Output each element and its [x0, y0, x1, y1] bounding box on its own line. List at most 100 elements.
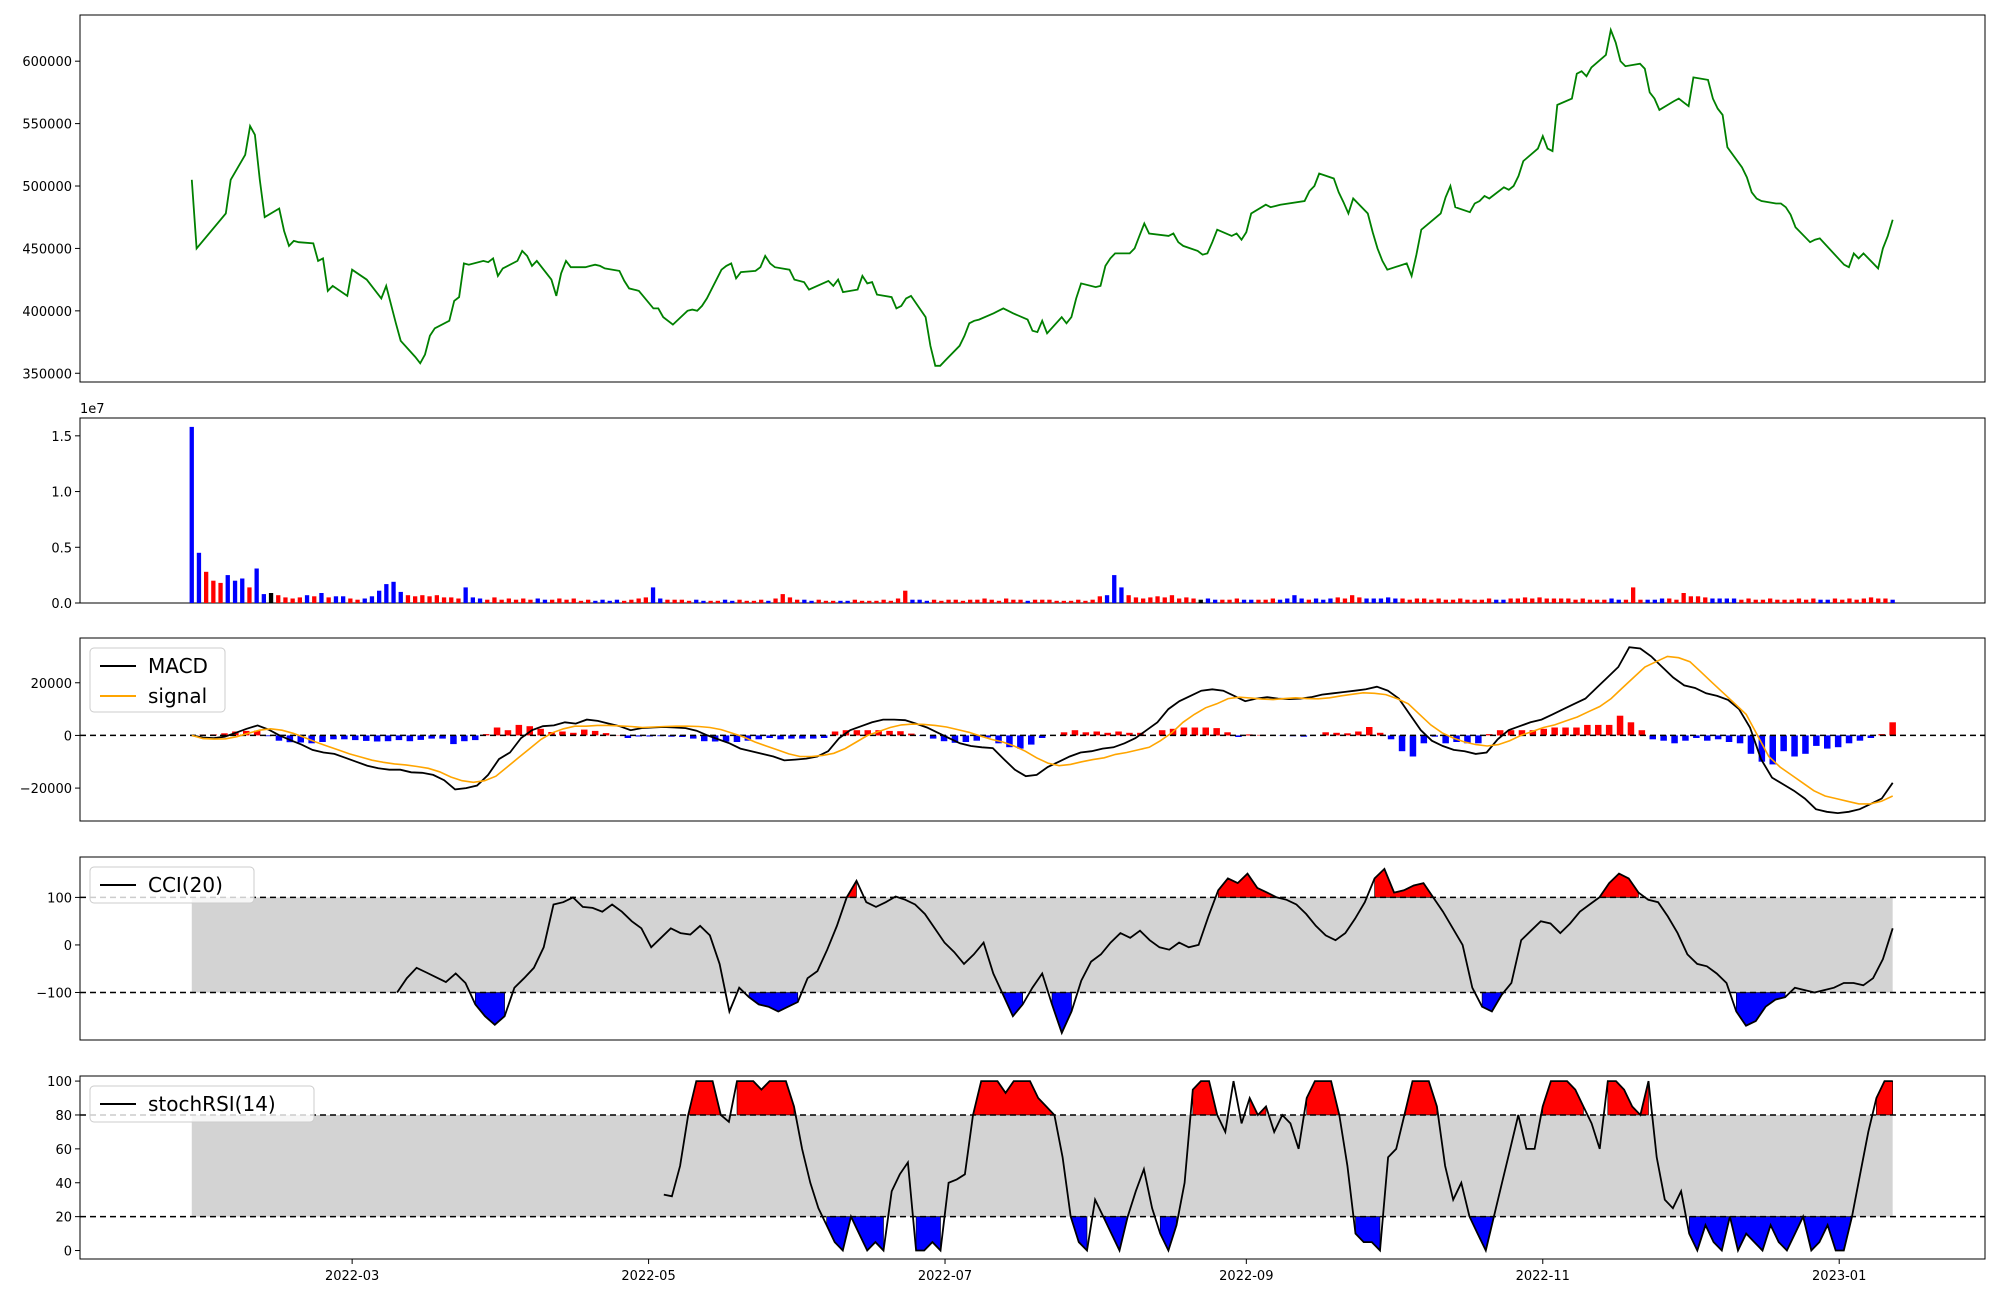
volume-bar	[809, 600, 814, 603]
macd-histogram-bar	[1780, 735, 1787, 752]
volume-bar	[1587, 599, 1593, 603]
macd-histogram-bar	[1649, 735, 1656, 740]
macd-histogram-bar	[1191, 727, 1199, 736]
volume-bar	[1220, 599, 1225, 603]
volume-bar	[1270, 598, 1275, 603]
volume-bar	[1652, 599, 1657, 603]
volume-bar	[1191, 598, 1196, 603]
macd-histogram-bar	[1017, 735, 1024, 749]
volume-bar	[1739, 599, 1744, 603]
volume-bar	[405, 595, 411, 603]
macd-histogram-bar	[341, 735, 348, 740]
volume-bar	[881, 599, 886, 603]
cci-plot-area	[80, 867, 1985, 1036]
volume-bar	[1645, 599, 1650, 603]
macd-histogram-bar	[1420, 735, 1428, 744]
macd-histogram-bar	[1038, 735, 1046, 738]
volume-offset-label: 1e7	[80, 402, 105, 417]
legend-label: MACD	[148, 654, 208, 678]
volume-bar	[1479, 599, 1484, 603]
volume-bar	[333, 596, 339, 603]
volume-bar	[297, 597, 302, 603]
macd-legend: MACD signal	[89, 647, 226, 713]
volume-bar	[1422, 598, 1427, 603]
volume-bar	[1580, 598, 1585, 603]
price-y-tick-label: 450000	[22, 242, 72, 257]
volume-bar	[1054, 600, 1059, 603]
volume-bar	[449, 597, 454, 603]
volume-bar	[348, 598, 353, 603]
macd-histogram-bar	[1224, 732, 1231, 736]
price-panel-frame	[79, 14, 1986, 383]
cci-series-line	[396, 867, 1894, 1036]
volume-bar	[1090, 599, 1095, 603]
volume-bar	[737, 599, 742, 603]
volume-bar	[694, 599, 699, 603]
stochrsi-y-tick-label: 0	[64, 1245, 72, 1260]
volume-bar	[1364, 598, 1369, 603]
volume-bar	[1328, 598, 1333, 603]
cci-y-tick-label: 0	[64, 939, 72, 954]
volume-bar	[1616, 599, 1621, 603]
volume-bar	[766, 600, 771, 603]
volume-bar	[1256, 599, 1261, 603]
volume-bar	[1883, 598, 1888, 603]
volume-bar	[1004, 598, 1009, 603]
volume-bar	[1746, 598, 1751, 603]
volume-bar	[622, 600, 627, 603]
volume-bar	[1400, 598, 1405, 603]
macd-histogram-bar	[1082, 732, 1090, 736]
volume-bar	[1760, 599, 1766, 603]
volume-bar	[1832, 598, 1838, 603]
legend-box	[89, 1085, 315, 1123]
macd-histogram-bar	[1671, 735, 1678, 744]
volume-bar	[845, 600, 850, 603]
volume-bar	[1177, 598, 1182, 603]
volume-bar	[823, 600, 829, 603]
macd-histogram-bar	[559, 731, 566, 736]
macd-histogram-bar	[820, 735, 828, 738]
macd-histogram-bar	[635, 735, 642, 737]
macd-histogram-bar	[352, 735, 359, 741]
volume-bar	[578, 600, 584, 603]
volume-bar	[1450, 599, 1456, 603]
macd-y-tick-label: 0	[64, 729, 72, 744]
cci-y-tick-label: −100	[36, 986, 72, 1001]
volume-bar	[1148, 597, 1153, 603]
volume-bar	[1068, 600, 1074, 603]
macd-histogram-bar	[646, 735, 653, 737]
macd-histogram-bar	[1006, 735, 1013, 748]
volume-bar	[1465, 599, 1470, 603]
volume-bar	[708, 600, 713, 603]
macd-histogram-bar	[1486, 734, 1493, 736]
volume-panel-frame	[79, 417, 1986, 604]
volume-bar	[787, 597, 793, 603]
volume-bar	[1198, 599, 1203, 603]
volume-bar	[1494, 599, 1499, 603]
macd-histogram-bar	[690, 735, 697, 739]
volume-bar	[1227, 599, 1232, 603]
volume-bar	[1184, 597, 1189, 603]
macd-y-tick-label: 20000	[31, 677, 72, 692]
volume-bar	[1486, 598, 1492, 603]
volume-bar	[413, 596, 418, 603]
macd-histogram-bar	[1235, 735, 1242, 737]
volume-bar	[1818, 599, 1823, 603]
volume-bar	[1357, 597, 1362, 603]
macd-histogram-bar	[439, 735, 446, 739]
macd-histogram-bar	[995, 735, 1002, 744]
volume-bar	[571, 598, 576, 603]
volume-bar	[542, 599, 548, 603]
x-axis-tick-label: 2022-09	[1219, 1269, 1273, 1284]
volume-bar	[1768, 598, 1773, 603]
macd-histogram-bar	[1660, 735, 1667, 741]
volume-bar	[636, 598, 641, 603]
volume-bar	[1566, 598, 1571, 603]
volume-bar	[874, 600, 879, 603]
volume-bar	[665, 599, 670, 603]
volume-bar	[369, 596, 375, 603]
macd-histogram-bar	[319, 735, 326, 742]
volume-bar	[1032, 599, 1038, 603]
macd-histogram-bar	[1180, 727, 1188, 736]
macd-histogram-bar	[493, 727, 501, 736]
